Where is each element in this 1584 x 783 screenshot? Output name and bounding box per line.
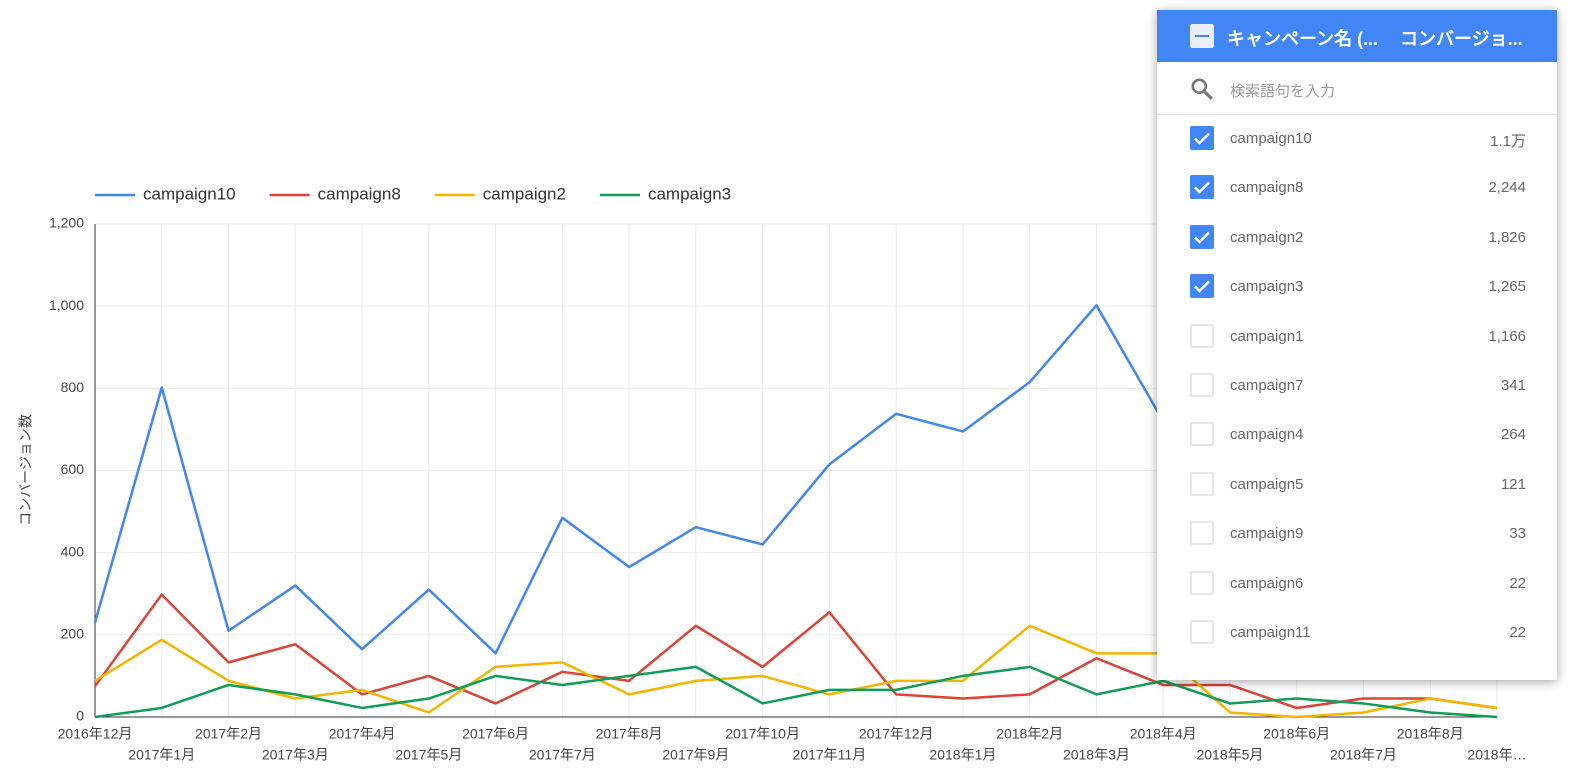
checkbox[interactable] [1190,422,1214,447]
check-mark [1194,132,1210,145]
campaign-value: 1,826 [1488,228,1526,246]
x-tick-label: 2017年3月 [262,747,329,763]
checkbox[interactable] [1190,224,1214,249]
campaign-value: 1.1万 [1490,133,1526,150]
campaign-option[interactable]: campaign8 2,244 [1157,173,1557,203]
value-column-header[interactable]: コンバージョ... [1400,29,1523,49]
campaign-value: 121 [1500,475,1526,493]
search-placeholder: 検索語句を入力 [1230,83,1336,100]
campaign-name: campaign1 [1230,327,1304,345]
checkbox[interactable] [1190,471,1214,496]
campaign-name: campaign2 [1230,228,1304,246]
y-tick-label: 0 [76,708,84,724]
campaign-value: 22 [1509,624,1526,641]
x-tick-label: 2018年1月 [929,747,996,763]
y-tick-label: 200 [61,626,85,642]
campaign-option[interactable]: campaign2 1,826 [1157,223,1557,253]
campaign-option[interactable]: campaign9 33 [1157,519,1557,549]
legend-label: campaign8 [318,184,401,203]
x-tick-label: 2018年7月 [1330,747,1397,763]
checkbox[interactable] [1190,570,1214,595]
campaign-option[interactable]: campaign6 22 [1157,569,1557,599]
panel-header: キャンペーン名 (... コンバージョ... [1157,10,1557,62]
campaign-name: campaign10 [1230,130,1312,147]
x-tick-label: 2018年3月 [1063,747,1130,763]
legend-label: campaign10 [143,184,236,203]
series-line [94,665,1498,719]
x-tick-label: 2017年1月 [128,747,195,763]
campaign-option[interactable]: campaign5 121 [1157,470,1557,500]
check-mark [1194,182,1210,195]
checkbox[interactable] [1190,126,1214,150]
name-column-header[interactable]: キャンペーン名 (... [1227,29,1379,49]
checkbox[interactable] [1190,521,1214,546]
campaign-option[interactable]: campaign1 1,166 [1157,322,1557,352]
x-tick-label: 2017年6月 [462,726,529,742]
x-tick-label: 2018年… [1467,747,1526,763]
search-icon [1191,78,1213,100]
campaign-option[interactable]: campaign10 1.1万 [1157,124,1557,154]
campaign-value: 33 [1509,525,1526,543]
campaign-value: 2,244 [1488,179,1526,197]
y-tick-label: 1,000 [49,297,84,313]
x-tick-label: 2018年2月 [996,726,1063,742]
x-tick-label: 2016年12月 [58,726,133,742]
x-tick-label: 2018年4月 [1130,726,1197,742]
campaign-name: campaign4 [1230,426,1304,444]
campaign-option[interactable]: campaign3 1,265 [1157,272,1557,302]
check-mark [1194,231,1210,244]
check-mark [1194,280,1210,293]
y-tick-label: 1,200 [49,215,84,231]
x-tick-label: 2017年10月 [725,726,800,742]
series-line [93,593,1498,710]
campaign-option[interactable]: campaign4 264 [1157,420,1557,450]
checkbox[interactable] [1190,274,1214,299]
campaign-value: 1,166 [1488,327,1526,345]
checkbox[interactable] [1190,175,1214,200]
campaign-name: campaign11 [1230,624,1311,641]
x-tick-label: 2017年2月 [195,726,262,742]
campaign-name: campaign3 [1230,278,1304,296]
x-tick-label: 2018年8月 [1397,726,1464,742]
checkbox[interactable] [1190,620,1214,644]
x-tick-label: 2017年4月 [329,726,396,742]
x-tick-label: 2017年5月 [395,747,462,763]
campaign-value: 1,265 [1488,278,1526,296]
campaign-name: campaign5 [1230,475,1304,493]
checkbox[interactable] [1190,323,1214,348]
campaign-option[interactable]: campaign7 341 [1157,371,1557,401]
x-tick-label: 2018年6月 [1263,726,1330,742]
x-tick-label: 2017年9月 [662,747,729,763]
checkbox[interactable] [1190,373,1214,397]
y-axis-title: コンバージョン数 [18,414,34,526]
x-tick-label: 2017年12月 [859,726,934,742]
campaign-value: 22 [1509,574,1526,592]
campaign-filter-panel: キャンペーン名 (... コンバージョ... 検索語句を入力 campaign1… [1157,10,1557,680]
x-tick-label: 2017年7月 [529,747,596,763]
campaign-name: campaign8 [1230,179,1304,197]
y-tick-label: 800 [61,379,85,395]
select-all-checkbox[interactable] [1190,24,1214,48]
campaign-name: campaign7 [1230,377,1304,394]
search-box[interactable]: 検索語句を入力 [1157,62,1557,115]
campaign-option[interactable]: campaign11 22 [1157,618,1557,648]
campaign-value: 341 [1500,377,1526,394]
x-tick-label: 2017年11月 [793,747,867,763]
y-tick-label: 600 [61,461,85,477]
campaign-value: 264 [1500,426,1526,444]
x-tick-label: 2018年5月 [1196,747,1263,763]
x-tick-label: 2017年8月 [596,726,663,742]
y-tick-label: 400 [61,543,85,559]
campaign-name: campaign6 [1230,574,1304,592]
campaign-name: campaign9 [1230,525,1304,543]
series-line [94,624,1498,719]
legend-label: campaign3 [648,184,731,203]
legend-label: campaign2 [483,184,566,203]
